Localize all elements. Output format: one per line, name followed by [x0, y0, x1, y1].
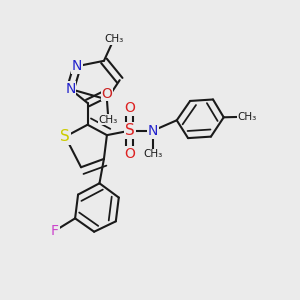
- Text: N: N: [65, 82, 76, 96]
- Text: CH₃: CH₃: [99, 115, 118, 125]
- Text: O: O: [124, 101, 135, 115]
- Text: O: O: [101, 86, 112, 100]
- Text: CH₃: CH₃: [104, 34, 123, 44]
- Text: S: S: [125, 123, 135, 138]
- Text: N: N: [148, 124, 158, 138]
- Text: CH₃: CH₃: [143, 149, 163, 160]
- Text: O: O: [124, 147, 135, 160]
- Text: N: N: [72, 59, 83, 73]
- Text: F: F: [51, 224, 59, 238]
- Text: CH₃: CH₃: [238, 112, 257, 122]
- Text: S: S: [60, 129, 70, 144]
